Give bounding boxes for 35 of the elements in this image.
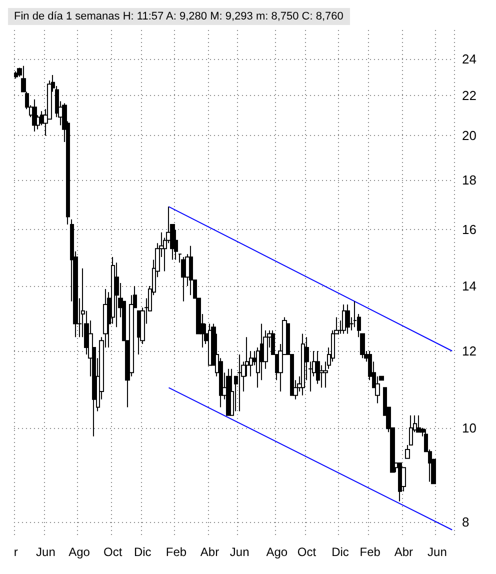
candlestick	[301, 333, 305, 396]
y-tick-label: 20	[462, 128, 476, 144]
x-tick-label: Oct	[103, 545, 123, 559]
x-tick-label: Dic	[332, 545, 349, 559]
x-tick-label: Dic	[134, 545, 152, 559]
candlestick	[14, 70, 18, 80]
candlestick	[237, 354, 242, 412]
y-tick-label: 24	[462, 51, 476, 66]
x-tick-label: Oct	[297, 545, 317, 559]
candlestick	[32, 98, 37, 132]
y-tick-label: 22	[462, 88, 476, 104]
x-tick-label: Abr	[394, 545, 414, 559]
y-tick-label: 18	[462, 172, 476, 188]
candlestick	[345, 304, 350, 334]
x-tick-label: Feb	[166, 545, 187, 559]
y-tick-label: 10	[462, 420, 476, 436]
chart-title: Fin de día 1 semanas H: 11:57 A: 9,280 M: 9,293 m: 8,750 C: 8,760	[14, 10, 344, 22]
x-tick-label: Jun	[36, 545, 56, 559]
y-tick-label: 8	[462, 514, 470, 530]
y-tick-label: 14	[462, 278, 476, 294]
x-tick-label: Jun	[230, 545, 250, 559]
x-tick-label: r	[14, 545, 18, 559]
x-tick-label: Jun	[428, 545, 447, 559]
candlestick	[230, 368, 234, 416]
candlestick	[316, 350, 320, 384]
candlestick	[189, 245, 193, 296]
x-tick-label: Abr	[200, 545, 220, 559]
y-tick-label: 12	[462, 343, 476, 358]
candlestick	[416, 414, 421, 433]
candlestick	[181, 256, 186, 302]
candlestick	[226, 368, 231, 416]
x-tick-label: Ago	[68, 545, 90, 559]
x-tick-label: Feb	[360, 545, 381, 559]
x-tick-label: Ago	[266, 545, 288, 559]
y-tick-label: 16	[462, 222, 476, 238]
